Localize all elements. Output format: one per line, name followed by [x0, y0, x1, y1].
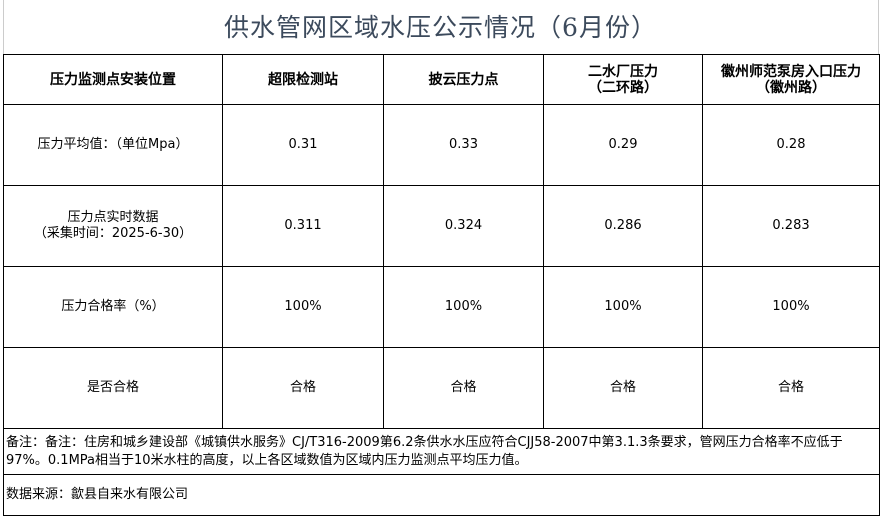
pressure-table: 压力监测点安装位置 超限检测站 披云压力点 二水厂压力 （二环路） 徽州师范泵房入… [3, 54, 880, 516]
value-cell: 0.33 [383, 104, 544, 186]
value-cell: 0.28 [702, 104, 880, 186]
right-border [878, 0, 879, 55]
value-cell: 0.324 [383, 185, 544, 267]
header-text: （徽州路） [756, 79, 826, 96]
note-text: 备注：备注：住房和城乡建设部《城镇供水服务》CJ/T316-2009第6.2条供… [3, 428, 880, 475]
source-row: 数据来源：歙县自来水有限公司 [3, 474, 880, 516]
row-label: 压力平均值：（单位Mpa） [3, 104, 223, 186]
row-label-text: 压力点实时数据 [67, 210, 159, 225]
value-cell: 合格 [222, 347, 384, 429]
value-cell: 合格 [702, 347, 880, 429]
header-text: 徽州师范泵房入口压力 [721, 63, 861, 80]
header-location: 压力监测点安装位置 [3, 54, 223, 105]
header-text: 超限检测站 [268, 71, 338, 88]
value-cell: 0.29 [543, 104, 703, 186]
row-label-text: （采集时间：2025-6-30） [33, 226, 193, 241]
value-cell: 0.283 [702, 185, 880, 267]
left-border [3, 0, 4, 55]
header-row: 压力监测点安装位置 超限检测站 披云压力点 二水厂压力 （二环路） 徽州师范泵房入… [3, 54, 880, 105]
row-label-text: 压力平均值：（单位Mpa） [37, 137, 189, 152]
value-cell: 合格 [383, 347, 544, 429]
table-row: 压力平均值：（单位Mpa） 0.31 0.33 0.29 0.28 [3, 104, 880, 186]
header-station-4: 徽州师范泵房入口压力 （徽州路） [702, 54, 880, 105]
header-station-2: 披云压力点 [383, 54, 544, 105]
note-row: 备注：备注：住房和城乡建设部《城镇供水服务》CJ/T316-2009第6.2条供… [3, 428, 880, 475]
value-cell: 100% [702, 266, 880, 348]
row-label-text: 是否合格 [86, 380, 139, 395]
header-station-1: 超限检测站 [222, 54, 384, 105]
table-row: 是否合格 合格 合格 合格 合格 [3, 347, 880, 429]
table-row: 压力点实时数据 （采集时间：2025-6-30） 0.311 0.324 0.286 0.… [3, 185, 880, 267]
value-cell: 100% [543, 266, 703, 348]
value-cell: 0.311 [222, 185, 384, 267]
header-text: （二环路） [588, 79, 658, 96]
row-label: 压力合格率（%） [3, 266, 223, 348]
header-text: 压力监测点安装位置 [50, 71, 176, 88]
value-cell: 100% [222, 266, 384, 348]
table-row: 压力合格率（%） 100% 100% 100% 100% [3, 266, 880, 348]
value-cell: 合格 [543, 347, 703, 429]
header-station-3: 二水厂压力 （二环路） [543, 54, 703, 105]
header-text: 二水厂压力 [588, 63, 658, 80]
value-cell: 100% [383, 266, 544, 348]
value-cell: 0.31 [222, 104, 384, 186]
page-title: 供水管网区域水压公示情况（6月份） [224, 13, 657, 42]
source-text: 数据来源：歙县自来水有限公司 [3, 474, 880, 516]
value-cell: 0.286 [543, 185, 703, 267]
row-label: 是否合格 [3, 347, 223, 429]
header-text: 披云压力点 [428, 71, 499, 88]
row-label: 压力点实时数据 （采集时间：2025-6-30） [3, 185, 223, 267]
row-label-text: 压力合格率（%） [61, 299, 165, 314]
